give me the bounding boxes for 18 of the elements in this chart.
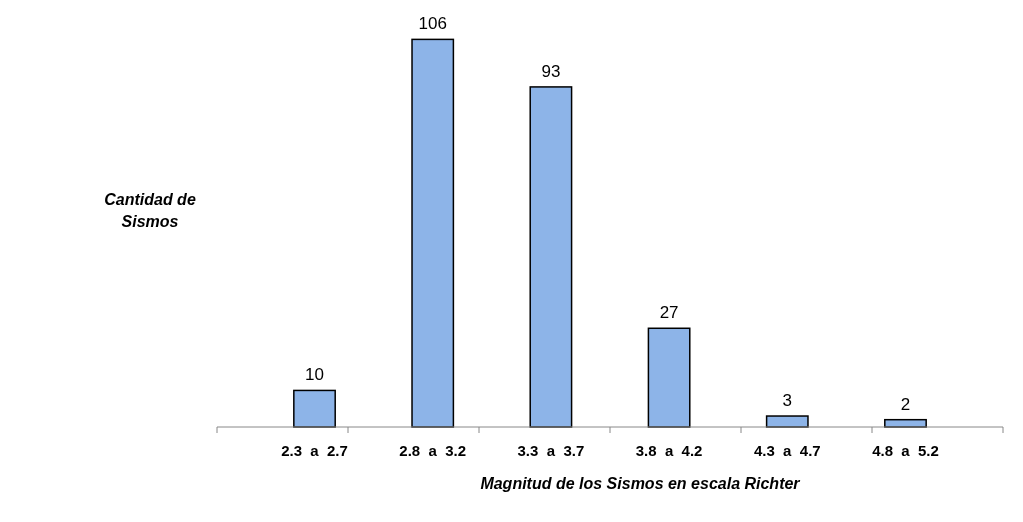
y-axis-title: Cantidad de Sismos [104, 191, 196, 230]
x-tick-label: 2.3 a 2.7 [281, 442, 348, 459]
data-label: 10 [305, 365, 324, 385]
data-label: 2 [900, 394, 911, 414]
bar [411, 38, 455, 428]
x-tick-label: 3.3 a 3.7 [517, 442, 585, 459]
data-label: 27 [659, 303, 679, 323]
x-tick-label: 4.3 a 4.7 [753, 442, 821, 459]
x-tick-label: 4.8 a 5.2 [872, 442, 939, 459]
data-label: 3 [782, 391, 793, 411]
x-axis-title: Magnitud de los Sismos en escala Richter [480, 475, 801, 492]
data-label: 93 [541, 61, 561, 81]
bar [529, 86, 573, 428]
bar [647, 327, 691, 428]
x-tick-label: 2.8 a 3.2 [399, 442, 467, 459]
x-tick-label: 3.8 a 4.2 [635, 442, 703, 459]
bar [293, 389, 336, 428]
data-label: 106 [418, 14, 447, 34]
